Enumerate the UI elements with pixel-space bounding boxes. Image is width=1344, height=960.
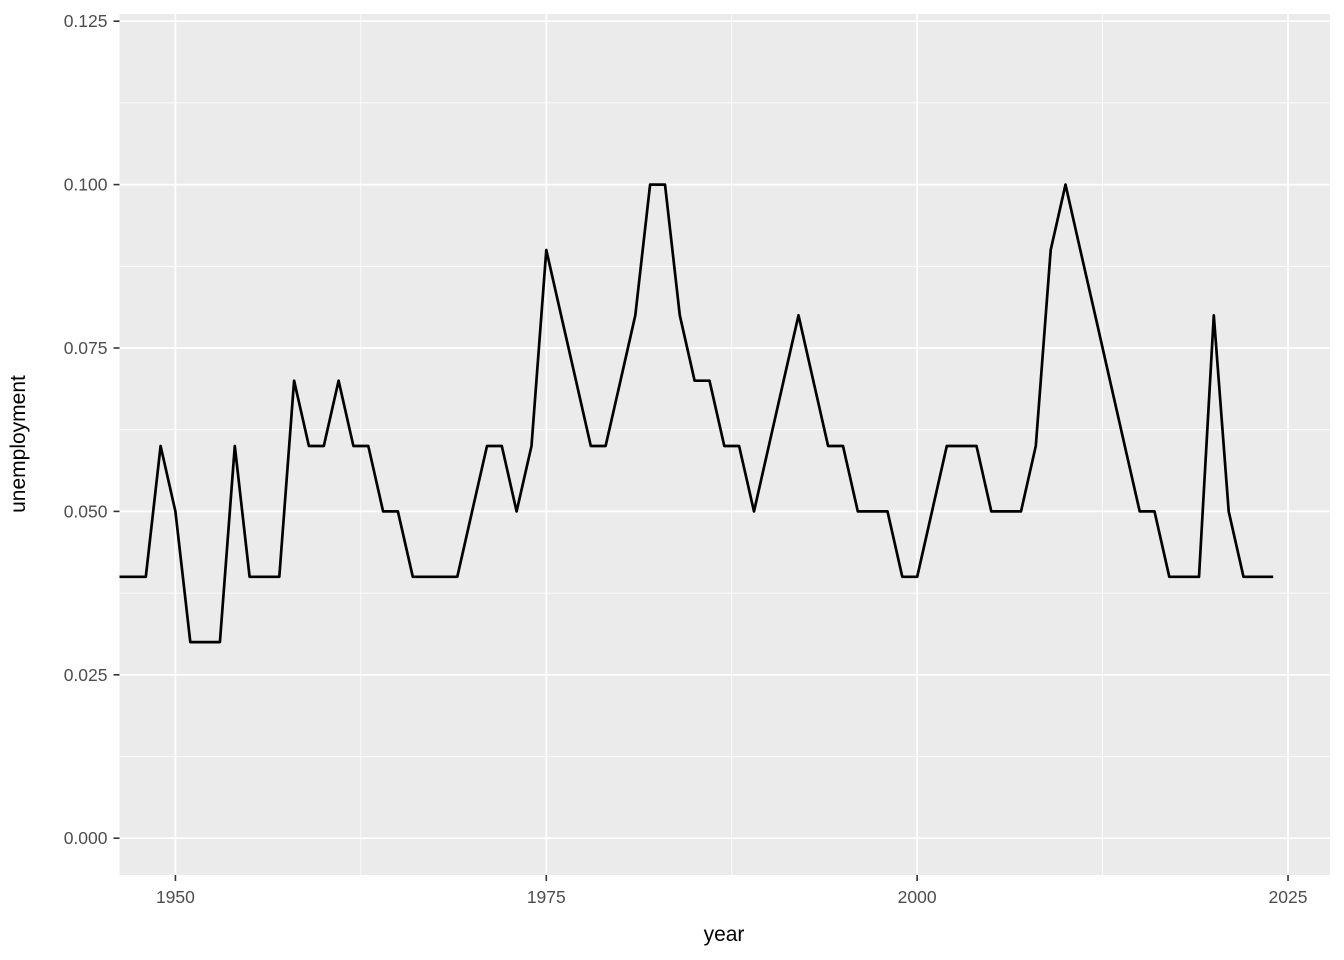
axis-ticks-y	[113, 20, 120, 840]
y-axis-title: unemployment	[7, 375, 30, 513]
grid-minor	[119, 14, 1330, 875]
grid-major	[119, 14, 1330, 875]
y-tick-label: 0.050	[64, 501, 108, 521]
y-tick-label: 0.075	[64, 338, 108, 358]
x-tick-label: 1950	[156, 887, 195, 907]
axis-labels-x: 1950 1975 2000 2025	[156, 887, 1308, 907]
unemployment-line	[119, 183, 1274, 644]
x-axis-title: year	[704, 923, 745, 946]
y-tick-label: 0.125	[64, 11, 108, 31]
x-tick-label: 2025	[1269, 887, 1308, 907]
y-tick-label: 0.100	[64, 175, 108, 195]
x-tick-label: 1975	[527, 887, 566, 907]
axis-ticks-x	[174, 875, 1289, 881]
axis-labels-y: 0.000 0.025 0.050 0.075 0.100 0.125	[64, 11, 108, 848]
x-tick-label: 2000	[898, 887, 937, 907]
y-tick-label: 0.000	[64, 828, 108, 848]
y-tick-label: 0.025	[64, 665, 108, 685]
series-line	[119, 183, 1274, 644]
